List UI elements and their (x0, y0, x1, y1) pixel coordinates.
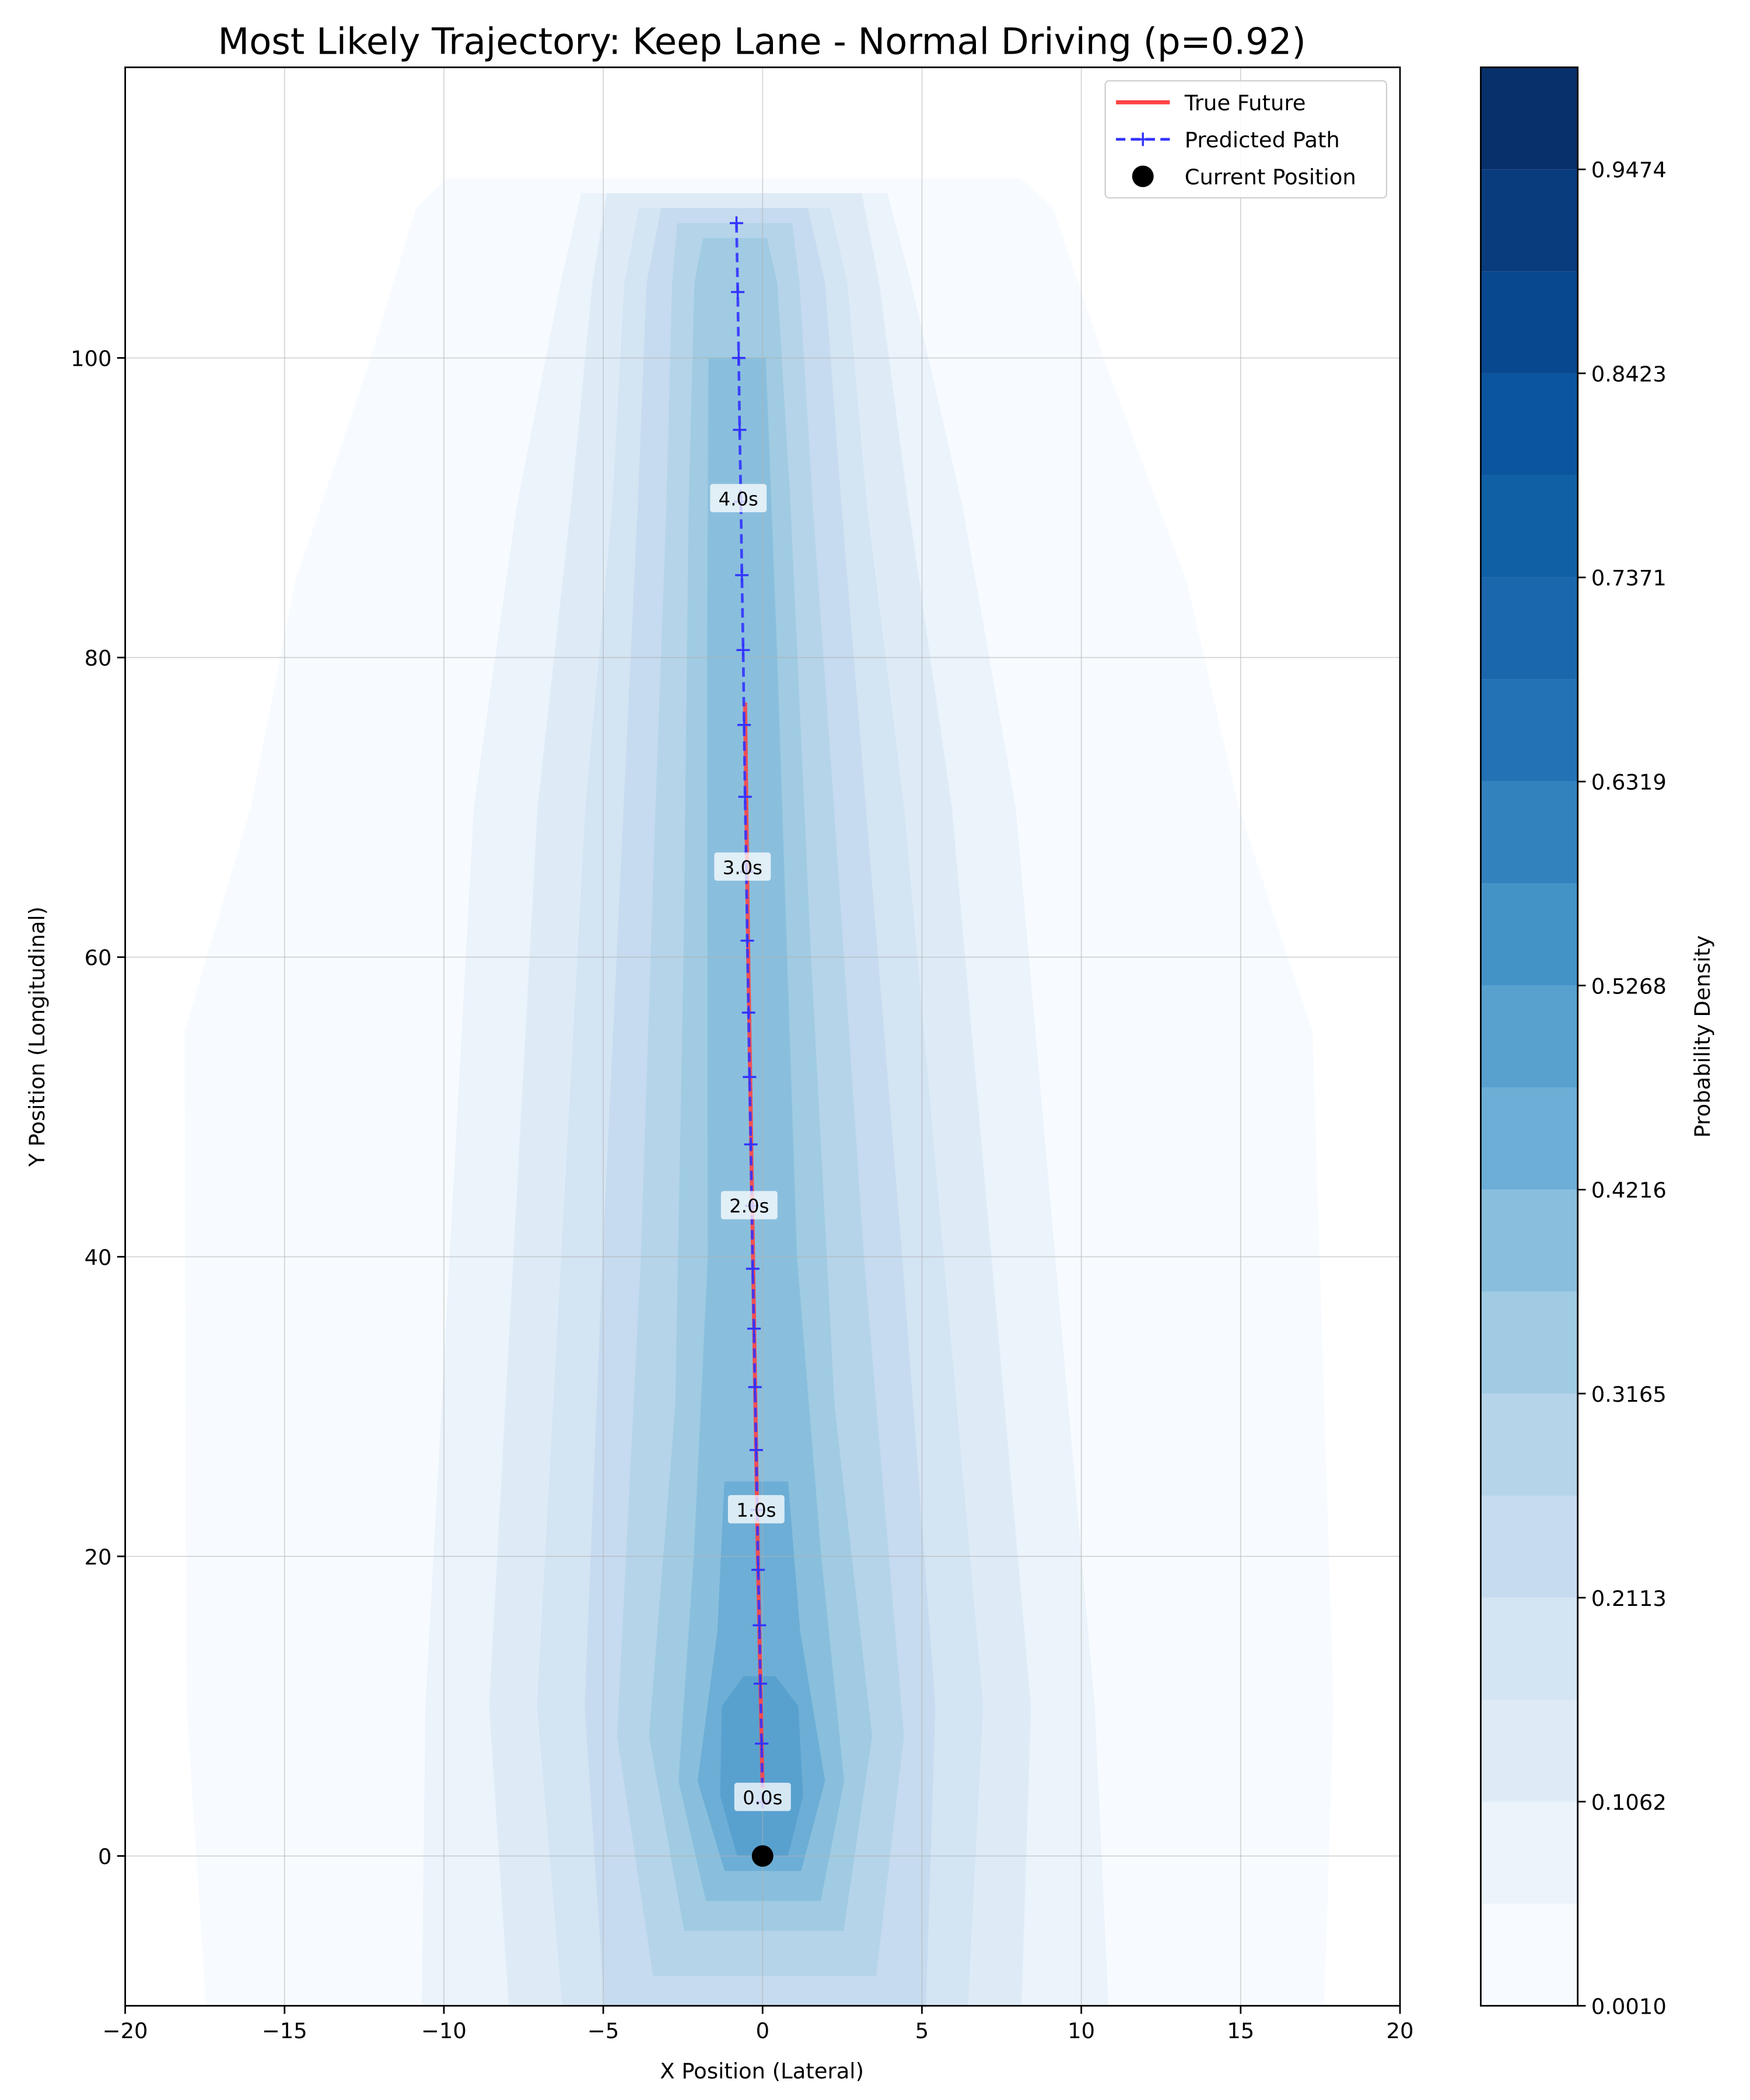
colorbar-band (1480, 577, 1578, 680)
predicted-marker (740, 934, 754, 948)
predicted-marker (737, 718, 751, 732)
x-tick-label: 10 (1068, 2018, 1095, 2043)
predicted-marker (738, 790, 752, 804)
colorbar-band (1480, 1087, 1578, 1190)
y-tick-label: 100 (71, 346, 111, 371)
legend-frame (1104, 80, 1388, 199)
time-annotation: 1.0s (736, 1499, 776, 1521)
predicted-marker (735, 568, 749, 582)
x-tick-label: −20 (103, 2018, 148, 2043)
colorbar-band (1480, 985, 1578, 1088)
colorbar-tick-label: 0.0010 (1591, 1994, 1667, 2019)
colorbar: 0.0010 0.1062 0.2113 0.3165 0.4216 0.5268 0.63… (1480, 66, 1667, 2019)
colorbar-band (1480, 169, 1578, 272)
y-tick-label: 20 (85, 1545, 112, 1570)
time-annotation: 0.0s (743, 1787, 782, 1809)
annotation-box (710, 484, 767, 513)
predicted-marker (732, 351, 746, 365)
colorbar-tick-label: 0.2113 (1591, 1586, 1667, 1611)
current-position (751, 1845, 774, 1867)
predicted-marker (746, 1262, 760, 1276)
x-tick-label: 15 (1227, 2018, 1254, 2043)
predicted-marker (736, 643, 750, 657)
colorbar-tick-label: 0.9474 (1591, 158, 1667, 183)
x-axis-label: X Position (Lateral) (660, 2059, 864, 2084)
annotation-box (720, 1191, 778, 1220)
predicted-marker (729, 216, 744, 230)
colorbar-frame (1480, 66, 1578, 2007)
predicted-marker (752, 1618, 766, 1632)
colorbar-tick-label: 0.6319 (1591, 770, 1667, 795)
colorbar-tick-label: 0.5268 (1591, 974, 1667, 999)
colorbar-band (1480, 1801, 1578, 1904)
colorbar-band (1480, 1495, 1578, 1598)
colorbar-tick-label: 0.3165 (1591, 1382, 1667, 1407)
colorbar-band (1480, 883, 1578, 986)
predicted-marker (733, 423, 747, 437)
y-tick-label: 0 (98, 1845, 111, 1870)
legend-swatch-marker (1136, 132, 1150, 146)
annotation-box (714, 852, 771, 881)
x-tick-label: −15 (262, 2018, 307, 2043)
x-tick-label: −5 (587, 2018, 619, 2043)
predicted-marker (741, 1006, 755, 1020)
colorbar-band (1480, 1903, 1578, 2006)
time-annotation: 2.0s (729, 1195, 769, 1217)
y-tick-label: 40 (85, 1245, 112, 1270)
annotation-box (727, 1495, 785, 1524)
legend-label: Current Position (1185, 164, 1356, 190)
colorbar-band (1480, 781, 1578, 884)
colorbar-tick-label: 0.7371 (1591, 566, 1667, 591)
predicted-marker (751, 1563, 765, 1577)
x-tick-label: −10 (421, 2018, 467, 2043)
x-tick-label: 0 (756, 2018, 769, 2043)
colorbar-tick-label: 0.1062 (1591, 1790, 1667, 1815)
density-contours (184, 178, 1334, 2006)
y-tick-label: 80 (85, 646, 112, 671)
predicted-marker (743, 1070, 757, 1084)
predicted-marker (731, 285, 745, 299)
contour-band (678, 358, 845, 1901)
colorbar-band (1480, 1699, 1578, 1802)
time-annotation: 4.0s (719, 488, 758, 510)
colorbar-tick-label: 0.8423 (1591, 362, 1667, 387)
colorbar-tick-label: 0.4216 (1591, 1178, 1667, 1203)
legend-label: Predicted Path (1185, 128, 1340, 153)
x-tick-label: 20 (1387, 2018, 1414, 2043)
legend-label: True Future (1184, 90, 1306, 116)
chart-title: Most Likely Trajectory: Keep Lane - Norm… (218, 20, 1306, 62)
colorbar-band (1480, 1292, 1578, 1394)
predicted-marker (744, 1138, 758, 1152)
colorbar-band (1480, 1393, 1578, 1496)
colorbar-band (1480, 1597, 1578, 1700)
colorbar-band (1480, 67, 1578, 170)
y-tick-label: 60 (85, 946, 112, 971)
colorbar-band (1480, 475, 1578, 578)
time-annotation: 3.0s (723, 856, 762, 878)
predicted-marker (747, 1322, 761, 1336)
x-tick-label: 5 (915, 2018, 929, 2043)
predicted-marker (749, 1443, 763, 1457)
legend-swatch (1132, 165, 1154, 187)
predicted-marker (755, 1737, 769, 1751)
colorbar-band (1480, 679, 1578, 782)
predicted-marker (753, 1676, 768, 1690)
colorbar-band (1480, 1189, 1578, 1292)
legend: True Future Predicted Path Current Positio… (1104, 80, 1388, 199)
annotation-box (734, 1783, 791, 1811)
predicted-marker (748, 1380, 762, 1394)
y-axis-label: Y Position (Longitudinal) (24, 907, 50, 1167)
colorbar-band (1480, 373, 1578, 475)
colorbar-label: Probability Density (1690, 935, 1715, 1138)
colorbar-band (1480, 271, 1578, 373)
